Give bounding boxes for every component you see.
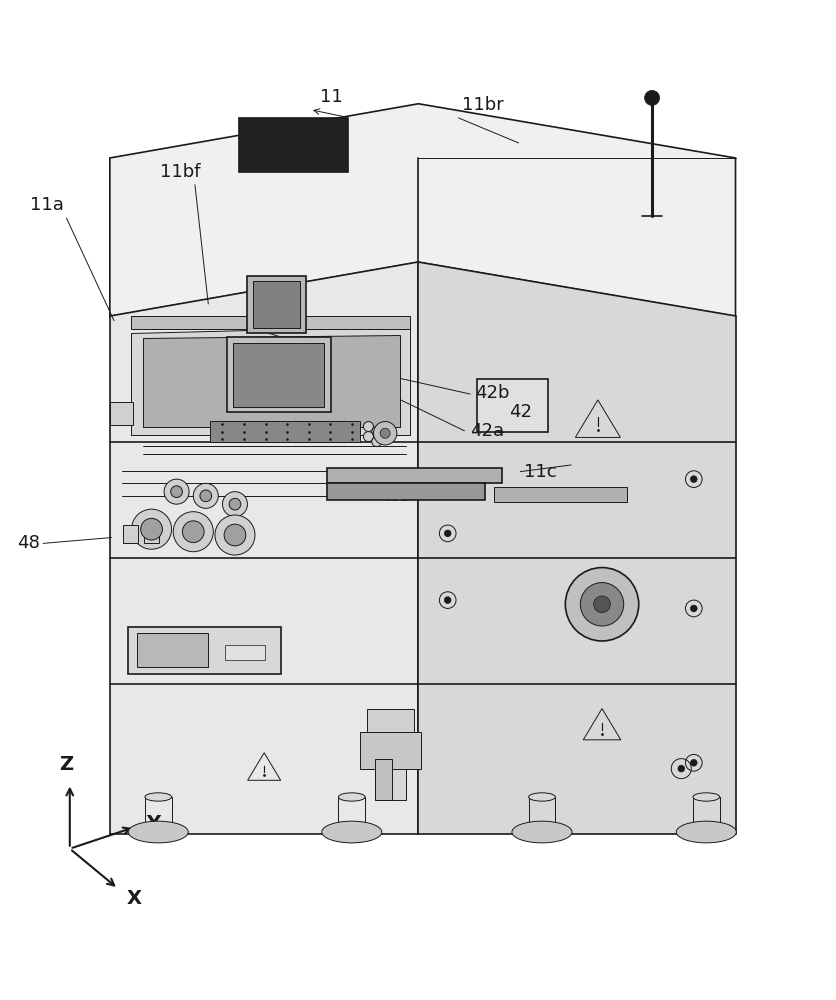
Polygon shape [477, 379, 547, 432]
Polygon shape [253, 281, 299, 328]
Circle shape [380, 428, 390, 438]
Circle shape [164, 479, 189, 504]
Circle shape [373, 422, 396, 445]
Circle shape [171, 486, 182, 497]
Polygon shape [130, 316, 410, 329]
Circle shape [690, 759, 696, 766]
Circle shape [677, 765, 684, 772]
Circle shape [229, 498, 241, 510]
Circle shape [193, 483, 218, 508]
Circle shape [564, 568, 638, 641]
Polygon shape [227, 337, 330, 412]
Polygon shape [359, 732, 421, 769]
Text: 11bf: 11bf [161, 163, 201, 181]
Polygon shape [128, 627, 281, 674]
Ellipse shape [692, 793, 719, 801]
Ellipse shape [338, 793, 364, 801]
Circle shape [371, 437, 381, 447]
Polygon shape [366, 709, 414, 732]
Polygon shape [375, 759, 391, 800]
Circle shape [140, 518, 162, 540]
Circle shape [224, 524, 246, 546]
Text: 11a: 11a [30, 196, 64, 214]
Text: Z: Z [59, 755, 74, 774]
Text: 42: 42 [508, 403, 531, 421]
Polygon shape [130, 326, 410, 435]
Polygon shape [418, 262, 735, 834]
Text: 11br: 11br [461, 96, 503, 114]
Ellipse shape [528, 793, 554, 801]
Circle shape [579, 583, 623, 626]
Bar [144, 525, 159, 543]
Polygon shape [493, 487, 626, 502]
Text: 42a: 42a [470, 422, 504, 440]
Circle shape [593, 596, 609, 613]
Text: 42b: 42b [475, 384, 509, 402]
Circle shape [363, 432, 373, 442]
Text: 48: 48 [17, 534, 39, 552]
Circle shape [444, 597, 451, 603]
Circle shape [182, 521, 204, 543]
Circle shape [131, 509, 171, 549]
Circle shape [173, 512, 213, 552]
Ellipse shape [145, 793, 171, 801]
Polygon shape [233, 343, 324, 407]
Circle shape [363, 422, 373, 432]
Polygon shape [137, 633, 208, 667]
Circle shape [644, 90, 659, 105]
Circle shape [444, 530, 451, 537]
Circle shape [222, 492, 247, 517]
Circle shape [690, 476, 696, 482]
Polygon shape [110, 402, 133, 425]
Polygon shape [247, 276, 305, 333]
Polygon shape [326, 483, 485, 500]
Polygon shape [326, 468, 502, 483]
Text: BrB: BrB [168, 326, 177, 331]
Text: dlllrc: dlllrc [168, 320, 186, 326]
Ellipse shape [675, 821, 736, 843]
Bar [123, 525, 138, 543]
Polygon shape [143, 335, 400, 427]
Text: 40: 40 [411, 475, 432, 493]
Circle shape [690, 605, 696, 612]
Polygon shape [110, 104, 735, 316]
Text: 11c: 11c [523, 463, 556, 481]
Text: Y: Y [146, 814, 161, 833]
Text: X: X [126, 889, 141, 908]
Ellipse shape [512, 821, 571, 843]
Polygon shape [375, 734, 405, 800]
Text: 40a: 40a [379, 487, 410, 505]
Circle shape [371, 427, 381, 437]
Polygon shape [239, 118, 347, 172]
Polygon shape [210, 421, 359, 442]
Circle shape [200, 490, 212, 502]
Ellipse shape [321, 821, 381, 843]
Text: 11: 11 [319, 88, 342, 106]
Polygon shape [110, 262, 418, 834]
Circle shape [215, 515, 255, 555]
Ellipse shape [128, 821, 188, 843]
Text: 40b: 40b [379, 474, 410, 492]
Bar [225, 645, 265, 660]
